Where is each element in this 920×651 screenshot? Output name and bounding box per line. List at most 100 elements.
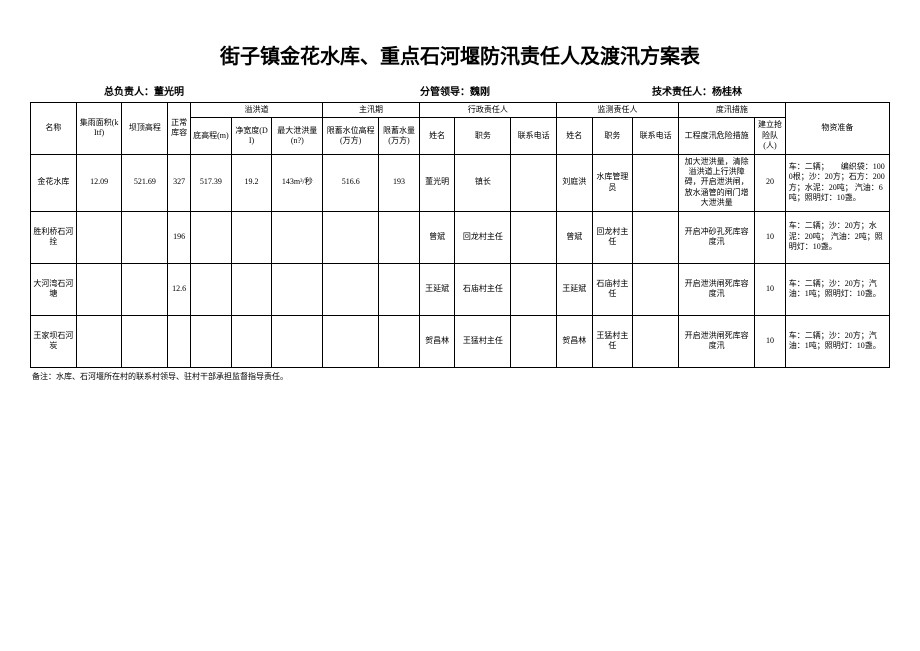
cell-sw1: 517.39 — [191, 154, 232, 211]
cell-mt — [633, 315, 679, 367]
cell-mn: 曾斌 — [557, 211, 593, 263]
cell-dam — [122, 211, 168, 263]
th-meas-eng: 工程度汛危险措施 — [678, 118, 754, 154]
tech-name: 杨桂林 — [712, 87, 742, 98]
cell-mn: 贺昌林 — [557, 315, 593, 367]
cell-meas: 开启冲砂孔死库容度汛 — [678, 211, 754, 263]
cell-mp: 石庙村主任 — [592, 263, 633, 315]
cell-cap: 327 — [168, 154, 191, 211]
cell-mp: 回龙村主任 — [592, 211, 633, 263]
cell-an: 贺昌林 — [419, 315, 455, 367]
th-mn: 姓名 — [557, 118, 593, 154]
cell-ap: 回龙村主任 — [455, 211, 511, 263]
cell-name: 王家坝石河炭 — [31, 315, 77, 367]
th-admin: 行政责任人 — [419, 103, 556, 118]
cell-area — [76, 315, 122, 367]
cell-fl2: 193 — [379, 154, 420, 211]
cell-fl1 — [323, 315, 379, 367]
th-at: 联系电话 — [511, 118, 557, 154]
cell-team: 20 — [755, 154, 785, 211]
th-an: 姓名 — [419, 118, 455, 154]
th-mon: 监测责任人 — [557, 103, 679, 118]
cell-mat: 车：二辆；沙：20方；汽油：1吨；照明灯：10盏。 — [785, 263, 889, 315]
cell-fl2 — [379, 263, 420, 315]
th-sw-max: 最大泄洪量(n?) — [272, 118, 323, 154]
cell-sw3 — [272, 211, 323, 263]
cell-sw2: 19.2 — [231, 154, 272, 211]
table-head: 名称 集雨面积(kItf) 坝顶高程 正常库容 溢洪道 主汛期 行政责任人 监测… — [31, 103, 890, 155]
cell-sw2 — [231, 263, 272, 315]
cell-area — [76, 263, 122, 315]
th-fl-vol: 限蓄水量(万方) — [379, 118, 420, 154]
th-measure: 度汛措施 — [678, 103, 785, 118]
cell-at — [511, 211, 557, 263]
cell-area — [76, 211, 122, 263]
th-flood: 主汛期 — [323, 103, 420, 118]
cell-at — [511, 263, 557, 315]
th-mp: 职务 — [592, 118, 633, 154]
cell-dam: 521.69 — [122, 154, 168, 211]
th-meas-team: 建立抢险队(人) — [755, 118, 785, 154]
cell-mp: 水库管理员 — [592, 154, 633, 211]
cell-team: 10 — [755, 263, 785, 315]
cell-name: 大河湾石河塘 — [31, 263, 77, 315]
cell-name: 金花水库 — [31, 154, 77, 211]
cell-fl2 — [379, 315, 420, 367]
cell-an: 曾斌 — [419, 211, 455, 263]
cell-fl1 — [323, 211, 379, 263]
cell-meas: 开启泄洪闸死库容度汛 — [678, 263, 754, 315]
cell-mp: 王猛村主任 — [592, 315, 633, 367]
th-sw-bottom: 底高程(m) — [191, 118, 232, 154]
cell-ap: 镇长 — [455, 154, 511, 211]
main-table: 名称 集雨面积(kItf) 坝顶高程 正常库容 溢洪道 主汛期 行政责任人 监测… — [30, 102, 890, 368]
cell-an: 王延斌 — [419, 263, 455, 315]
cell-sw3 — [272, 315, 323, 367]
cell-dam — [122, 263, 168, 315]
th-cap: 正常库容 — [168, 103, 191, 155]
deputy-label: 分管领导： — [420, 87, 470, 98]
cell-ap: 王猛村主任 — [455, 315, 511, 367]
cell-at — [511, 154, 557, 211]
cell-mat: 车：二辆；沙：20方；汽油：1吨；照明灯：10盏。 — [785, 315, 889, 367]
cell-an: 董光明 — [419, 154, 455, 211]
th-name: 名称 — [31, 103, 77, 155]
cell-mt — [633, 154, 679, 211]
cell-name: 胜利桥石河拴 — [31, 211, 77, 263]
cell-sw3: 143m³/秒 — [272, 154, 323, 211]
cell-team: 10 — [755, 315, 785, 367]
tech-label: 技术责任人： — [652, 87, 712, 98]
footnote: 备注：水库、石河堰所在村的联系村领导、驻村干部承担监督指导责任。 — [30, 371, 890, 382]
cell-dam — [122, 315, 168, 367]
th-ap: 职务 — [455, 118, 511, 154]
cell-mn: 王延斌 — [557, 263, 593, 315]
cell-sw2 — [231, 315, 272, 367]
cell-cap: 196 — [168, 211, 191, 263]
responsible-line: 总负责人：董光明 分管领导：魏刚 技术责任人：杨桂林 — [30, 83, 890, 98]
cell-mt — [633, 263, 679, 315]
page-title: 街子镇金花水库、重点石河堰防汛责任人及渡汛方案表 — [30, 40, 890, 69]
chief-label: 总负责人： — [104, 87, 154, 98]
cell-fl1: 516.6 — [323, 154, 379, 211]
th-area: 集雨面积(kItf) — [76, 103, 122, 155]
table-row: 大河湾石河塘12.6王延斌石庙村主任王延斌石庙村主任开启泄洪闸死库容度汛10车：… — [31, 263, 890, 315]
cell-sw1 — [191, 263, 232, 315]
table-row: 金花水库12.09521.69327517.3919.2143m³/秒516.6… — [31, 154, 890, 211]
th-mt: 联系电话 — [633, 118, 679, 154]
deputy-name: 魏刚 — [470, 87, 490, 98]
cell-sw1 — [191, 315, 232, 367]
th-spillway: 溢洪道 — [191, 103, 323, 118]
cell-sw2 — [231, 211, 272, 263]
cell-meas: 加大泄洪量，清除溢洪道上行洪障碍，开启泄洪闸，放水涵管的闸门增大泄洪量 — [678, 154, 754, 211]
th-sw-width: 净宽度(DI) — [231, 118, 272, 154]
th-fl-level: 限蓄水位高程(万方) — [323, 118, 379, 154]
cell-meas: 开启泄洪闸死库容度汛 — [678, 315, 754, 367]
cell-sw3 — [272, 263, 323, 315]
cell-mn: 刘庭洪 — [557, 154, 593, 211]
cell-team: 10 — [755, 211, 785, 263]
th-dam: 坝顶高程 — [122, 103, 168, 155]
cell-ap: 石庙村主任 — [455, 263, 511, 315]
cell-sw1 — [191, 211, 232, 263]
th-material: 物资准备 — [785, 103, 889, 155]
cell-cap: 12.6 — [168, 263, 191, 315]
cell-mat: 车：二辆；沙：20方；水泥：20吨； 汽油：2吨；照明灯：10盏。 — [785, 211, 889, 263]
